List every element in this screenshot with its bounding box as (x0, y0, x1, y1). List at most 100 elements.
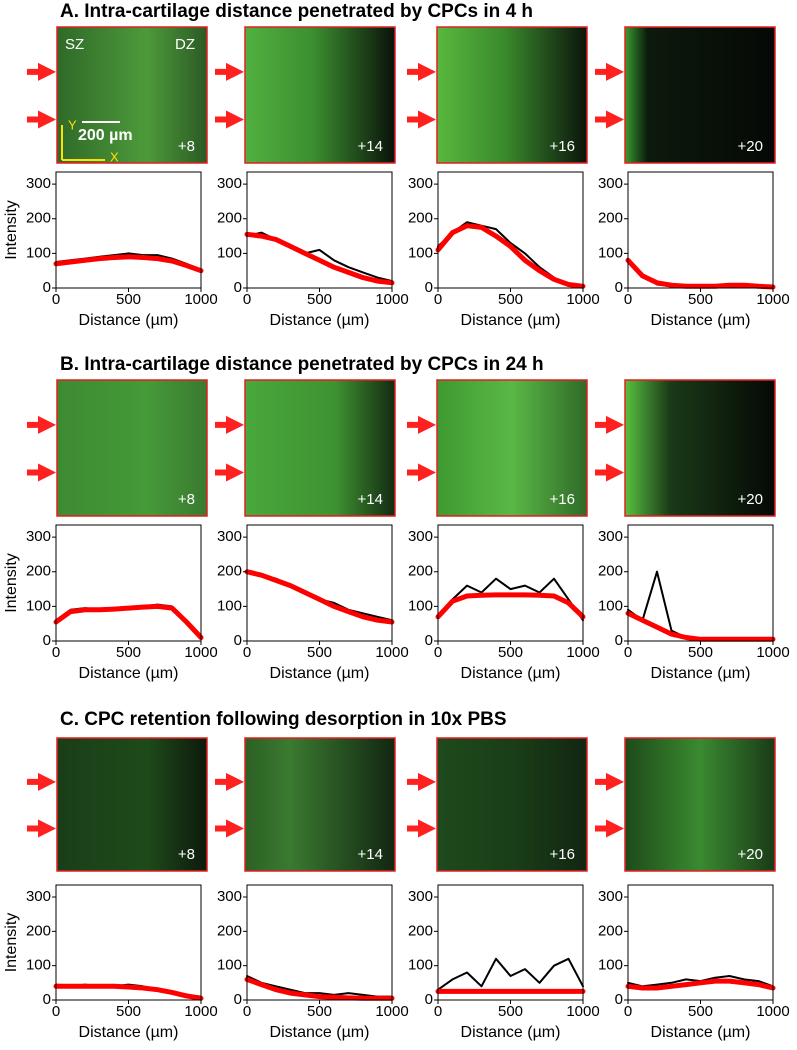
x-axis-label: Distance (µm) (651, 665, 751, 682)
y-tick-label: 100 (598, 957, 623, 974)
plot-frame (627, 884, 774, 1001)
micrograph (244, 379, 396, 517)
axis-letter: Y (68, 117, 77, 132)
x-tick-label: 0 (52, 644, 60, 661)
y-tick-label: 200 (26, 922, 51, 939)
data-line (625, 978, 776, 991)
x-axis-label: Distance (µm) (461, 312, 561, 329)
plot-frame (437, 524, 584, 642)
y-tick-label: 200 (408, 563, 433, 580)
plot-frame (627, 171, 774, 289)
x-tick-label: 1000 (375, 644, 408, 661)
x-tick-label: 500 (116, 1003, 141, 1020)
y-tick-label: 100 (408, 244, 433, 261)
x-tick-label: 0 (243, 291, 251, 308)
micrograph (244, 737, 396, 872)
x-tick-label: 1000 (566, 1003, 599, 1020)
x-tick-label: 1000 (756, 644, 789, 661)
x-tick-label: 500 (307, 644, 332, 661)
x-tick-label: 1000 (756, 1003, 789, 1020)
data-line (627, 570, 774, 641)
image-label: +8 (178, 138, 195, 155)
x-tick-label: 1000 (756, 291, 789, 308)
micrograph (56, 737, 208, 872)
micrograph (624, 737, 776, 872)
image-label: +20 (738, 491, 763, 508)
y-tick-label: 0 (615, 632, 623, 649)
x-axis-label: Distance (µm) (79, 312, 179, 329)
y-tick-label: 100 (217, 244, 242, 261)
y-tick-label: 0 (234, 991, 242, 1008)
zone-label: SZ (65, 36, 84, 53)
y-axis-label: Intensity (3, 553, 20, 613)
x-tick-label: 1000 (184, 644, 217, 661)
y-tick-label: 0 (425, 991, 433, 1008)
y-tick-label: 0 (43, 991, 51, 1008)
plot-frame (246, 884, 393, 1001)
data-line (437, 577, 584, 622)
y-axis-label: Intensity (3, 913, 20, 973)
x-tick-label: 500 (498, 1003, 523, 1020)
image-label: +8 (178, 491, 195, 508)
y-tick-label: 200 (408, 922, 433, 939)
y-tick-label: 100 (408, 957, 433, 974)
y-tick-label: 200 (217, 922, 242, 939)
x-tick-label: 500 (688, 1003, 713, 1020)
x-tick-label: 500 (307, 1003, 332, 1020)
y-tick-label: 200 (26, 210, 51, 227)
x-axis-label: Distance (µm) (270, 665, 370, 682)
x-tick-label: 1000 (184, 1003, 217, 1020)
image-label: +16 (550, 846, 575, 863)
x-tick-label: 0 (624, 1003, 632, 1020)
y-tick-label: 300 (408, 175, 433, 192)
x-tick-label: 500 (498, 291, 523, 308)
x-tick-label: 500 (688, 291, 713, 308)
y-tick-label: 0 (43, 279, 51, 296)
x-axis-label: Distance (µm) (79, 1024, 179, 1041)
x-axis-label: Distance (µm) (79, 665, 179, 682)
x-tick-label: 0 (434, 644, 442, 661)
x-tick-label: 0 (624, 644, 632, 661)
y-tick-label: 0 (234, 279, 242, 296)
x-tick-label: 500 (307, 291, 332, 308)
data-line (53, 254, 204, 274)
y-tick-label: 200 (598, 210, 623, 227)
x-tick-label: 0 (52, 291, 60, 308)
plot-frame (437, 171, 584, 289)
data-line (53, 983, 204, 1001)
x-tick-label: 500 (498, 644, 523, 661)
x-axis-label: Distance (µm) (461, 1024, 561, 1041)
y-tick-label: 200 (598, 922, 623, 939)
y-tick-label: 100 (408, 597, 433, 614)
plot-frame (55, 524, 202, 642)
image-label: +8 (178, 846, 195, 863)
micrograph (56, 379, 208, 517)
y-tick-label: 200 (26, 563, 51, 580)
x-tick-label: 1000 (184, 291, 217, 308)
image-label: +14 (358, 491, 383, 508)
x-tick-label: 0 (624, 291, 632, 308)
micrograph (436, 26, 588, 164)
plot-frame (437, 884, 584, 1001)
scale-label: 200 µm (78, 127, 133, 144)
panel-title: C. CPC retention following desorption in… (60, 709, 507, 730)
x-tick-label: 1000 (375, 1003, 408, 1020)
x-axis-label: Distance (µm) (461, 665, 561, 682)
y-tick-label: 300 (26, 528, 51, 545)
micrograph (624, 379, 776, 517)
x-tick-label: 0 (52, 1003, 60, 1020)
image-label: +20 (738, 846, 763, 863)
y-tick-label: 300 (598, 528, 623, 545)
micrograph (436, 379, 588, 517)
panel-title: A. Intra-cartilage distance penetrated b… (60, 1, 533, 22)
y-tick-label: 200 (217, 210, 242, 227)
image-label: +14 (358, 138, 383, 155)
x-tick-label: 0 (434, 291, 442, 308)
x-tick-label: 0 (434, 1003, 442, 1020)
image-label: +16 (550, 491, 575, 508)
micrograph (244, 26, 396, 164)
data-line (244, 569, 395, 625)
data-line (244, 231, 395, 286)
data-line (625, 610, 776, 642)
data-line (627, 259, 774, 288)
